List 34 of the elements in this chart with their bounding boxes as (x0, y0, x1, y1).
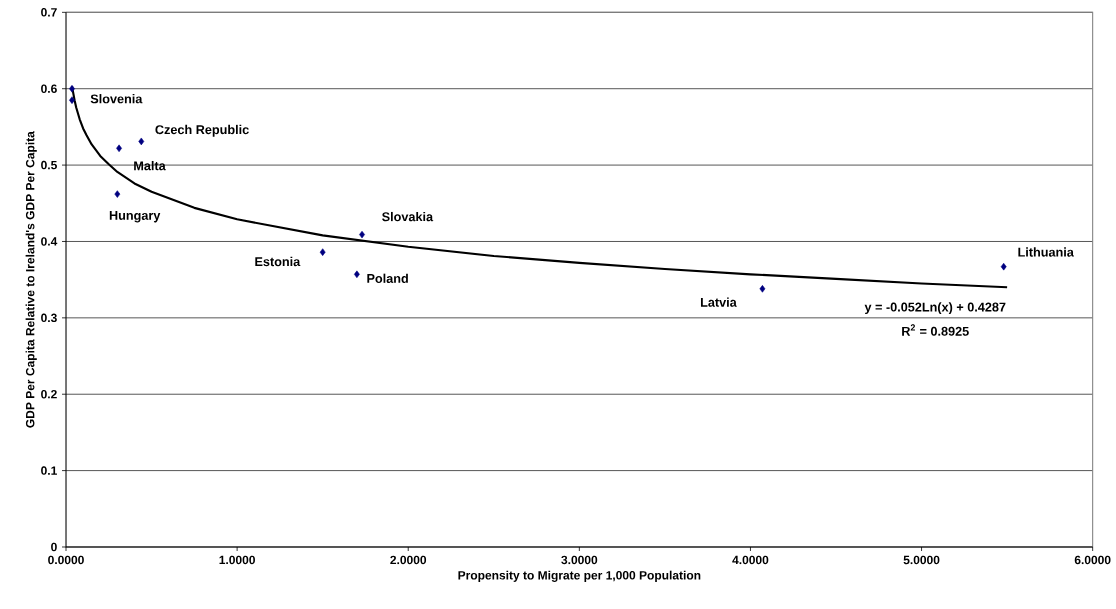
x-tick-label: 1.0000 (219, 555, 255, 565)
y-tick-label: 0 (51, 542, 57, 552)
annotation: Poland (367, 273, 408, 283)
x-tick-label: 5.0000 (903, 555, 940, 565)
annotation: Lithuania (1018, 247, 1074, 257)
x-tick-label: 0.0000 (48, 555, 84, 565)
y-tick-label: 0.6 (41, 84, 57, 93)
annotation: Slovakia (382, 211, 434, 222)
y-tick-label: 0.3 (41, 313, 57, 323)
point (759, 285, 766, 293)
point (319, 248, 326, 256)
annotation: R$^{2}$ = 0.8925 (902, 324, 969, 336)
y-tick-label: 0.2 (41, 389, 57, 399)
x-tick-label: 4.0000 (732, 555, 769, 565)
annotation: Malta (134, 160, 166, 171)
x-tick-label: 6.0000 (1074, 555, 1111, 565)
x-tick-label: 3.0000 (561, 555, 598, 565)
x-axis-title: Propensity to Migrate per 1,000 Population (458, 570, 701, 582)
point (138, 137, 145, 146)
annotation: Estonia (255, 256, 301, 267)
point (114, 190, 121, 198)
y-axis-title: GDP Per Capita Relative to Ireland's GDP Per Capita (25, 131, 37, 428)
annotation: Latvia (700, 297, 737, 307)
point (1000, 262, 1007, 271)
x-tick-label: 2.0000 (390, 555, 427, 565)
y-tick-label: 0.1 (41, 466, 57, 475)
y-tick-label: 0.5 (41, 160, 57, 170)
annotation: y = -0.052Ln(x) + 0.4287 (864, 302, 1006, 315)
y-tick-label: 0.7 (41, 8, 57, 17)
annotation: Hungary (109, 211, 161, 223)
annotation: Czech Republic (155, 124, 249, 137)
y-tick-label: 0.4 (41, 237, 58, 246)
point (69, 96, 75, 104)
annotation: Slovenia (90, 94, 143, 104)
